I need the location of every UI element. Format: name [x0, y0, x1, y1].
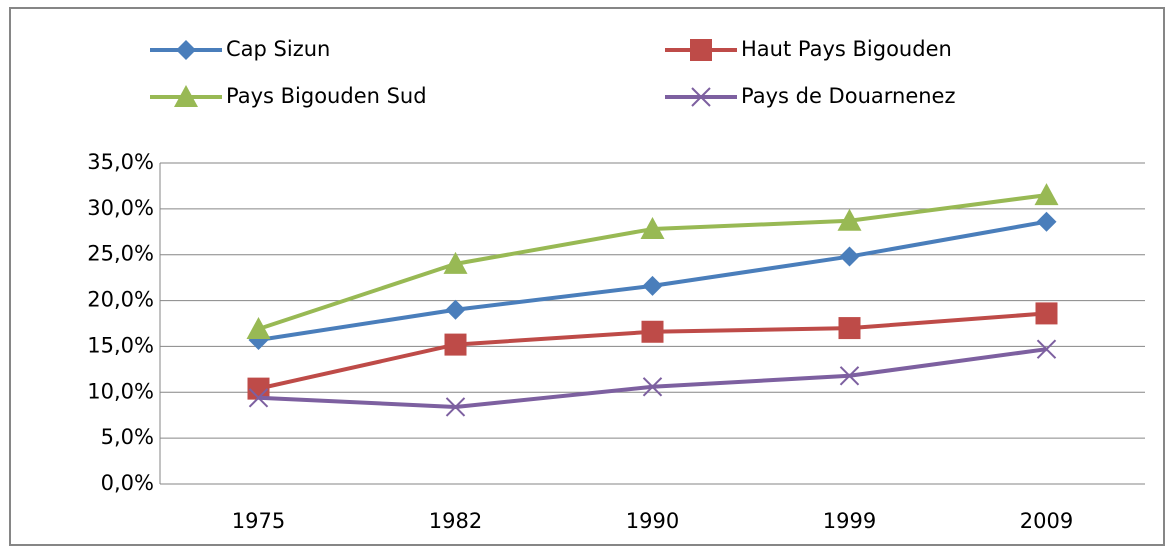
marker	[1035, 302, 1058, 325]
marker	[839, 246, 860, 267]
legend-label: Pays Bigouden Sud	[226, 84, 427, 108]
marker	[839, 366, 860, 386]
legend-label: Haut Pays Bigouden	[741, 37, 952, 61]
y-tick-label: 10,0%	[87, 379, 154, 403]
y-tick-label: 0,0%	[101, 471, 154, 495]
marker	[247, 377, 270, 400]
legend-marker	[176, 40, 196, 60]
marker	[642, 377, 663, 397]
marker	[246, 317, 271, 340]
marker	[642, 275, 663, 296]
y-tick-label: 20,0%	[87, 288, 154, 312]
y-tick-label: 35,0%	[87, 150, 154, 174]
legend-label: Cap Sizun	[226, 37, 330, 61]
legend-label: Pays de Douarnenez	[741, 84, 956, 108]
legend-marker	[691, 87, 711, 107]
y-tick-label: 25,0%	[87, 242, 154, 266]
x-tick-label: 1982	[429, 509, 482, 533]
marker	[1036, 339, 1057, 359]
marker	[640, 217, 665, 240]
marker	[445, 299, 466, 320]
chart-frame	[9, 7, 1165, 546]
x-tick-label: 1990	[626, 509, 679, 533]
marker	[248, 388, 269, 408]
x-tick-label: 1975	[232, 509, 285, 533]
legend-marker	[174, 85, 198, 107]
legend-marker	[690, 39, 712, 61]
marker	[1036, 211, 1057, 232]
marker	[837, 208, 862, 231]
x-tick-label: 2009	[1020, 509, 1073, 533]
marker	[444, 333, 467, 356]
marker	[641, 320, 664, 343]
marker	[838, 317, 861, 340]
y-tick-label: 30,0%	[87, 196, 154, 220]
y-tick-label: 5,0%	[101, 425, 154, 449]
marker	[445, 397, 466, 417]
y-tick-label: 15,0%	[87, 333, 154, 357]
marker	[443, 251, 468, 274]
x-tick-label: 1999	[823, 509, 876, 533]
marker	[1034, 183, 1059, 206]
